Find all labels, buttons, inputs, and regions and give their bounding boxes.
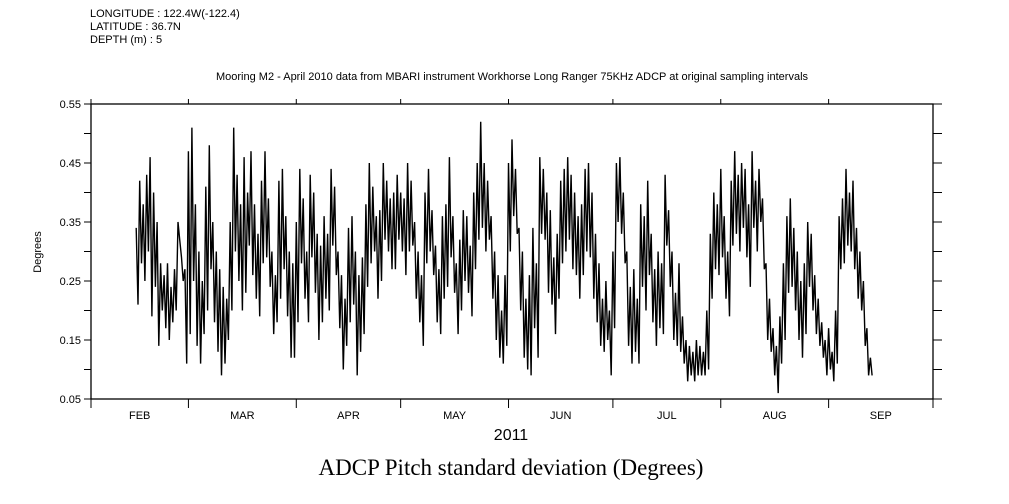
x-tick-label: JUN bbox=[550, 410, 571, 422]
y-axis-label: Degrees bbox=[32, 231, 44, 273]
longitude-label: LONGITUDE : 122.4W(-122.4) bbox=[90, 8, 240, 20]
series-line bbox=[135, 121, 873, 394]
y-tick-label: 0.05 bbox=[60, 394, 81, 406]
y-tick-label: 0.15 bbox=[60, 335, 81, 347]
depth-label: DEPTH (m) : 5 bbox=[90, 34, 162, 46]
x-tick-label: JUL bbox=[657, 410, 677, 422]
x-axis-label: 2011 bbox=[494, 427, 529, 444]
y-tick-label: 0.35 bbox=[60, 217, 81, 229]
y-tick-label: 0.25 bbox=[60, 276, 81, 288]
x-tick-label: FEB bbox=[129, 410, 150, 422]
x-tick-label: MAY bbox=[443, 410, 467, 422]
y-tick-label: 0.55 bbox=[60, 99, 81, 111]
chart-title: ADCP Pitch standard deviation (Degrees) bbox=[319, 455, 704, 480]
y-tick-label: 0.45 bbox=[60, 158, 81, 170]
x-tick-label: MAR bbox=[230, 410, 255, 422]
data-series bbox=[135, 121, 873, 394]
axes: 0.05 0.15 0.25 0.35 0.45 0.55 FEB MAR APR MAY JUN J… bbox=[60, 99, 942, 422]
x-tick-label: AUG bbox=[763, 410, 787, 422]
x-tick-label: APR bbox=[337, 410, 360, 422]
latitude-label: LATITUDE : 36.7N bbox=[90, 21, 181, 33]
x-tick-label: SEP bbox=[870, 410, 892, 422]
chart-subtitle: Mooring M2 - April 2010 data from MBARI … bbox=[216, 71, 809, 83]
